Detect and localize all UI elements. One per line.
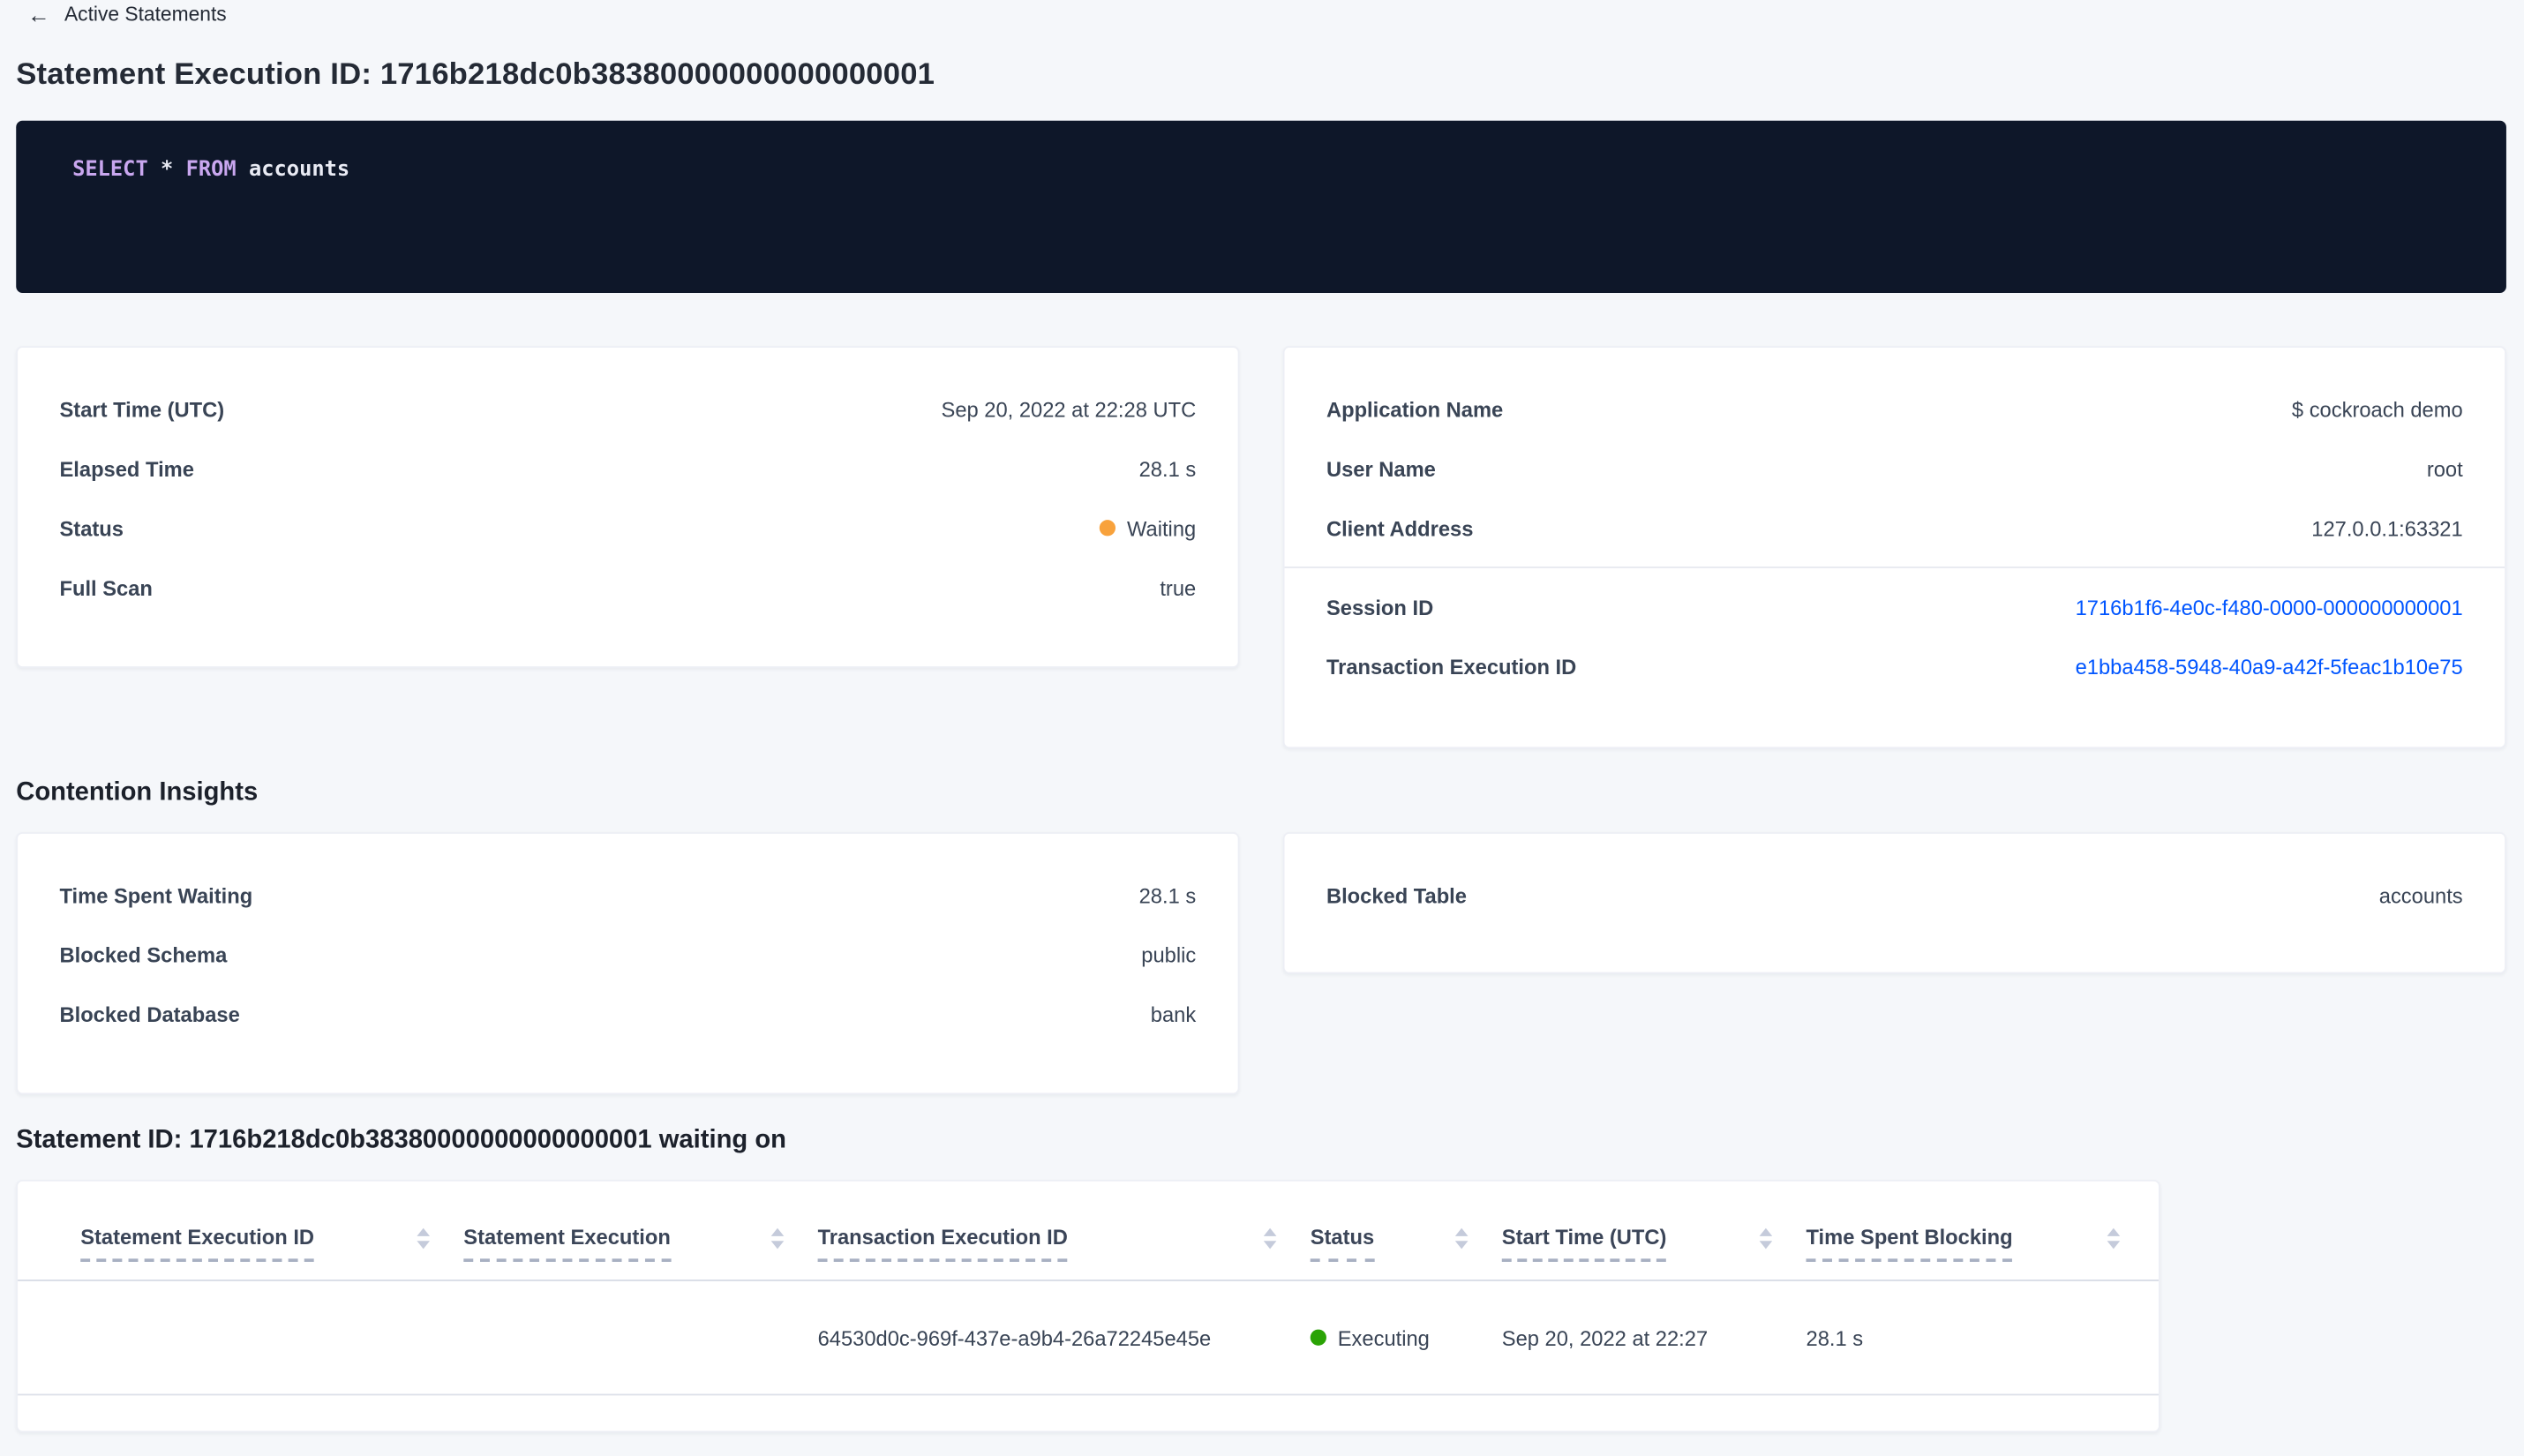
cell-time-spent-blocking: 28.1 s <box>1806 1325 1864 1350</box>
column-header-status[interactable]: Status <box>1310 1225 1502 1280</box>
column-header-label: Statement Execution <box>463 1225 671 1263</box>
user-name-value: root <box>2426 456 2463 481</box>
user-name-label: User Name <box>1326 456 1436 481</box>
blocked-table-card: Blocked Table accounts <box>1282 831 2506 974</box>
blocked-schema-row: Blocked Schema public <box>59 942 1196 967</box>
client-address-value: 127.0.0.1:63321 <box>2311 515 2463 540</box>
column-header-statement-execution-id[interactable]: Statement Execution ID <box>80 1225 463 1280</box>
sort-icon <box>417 1227 431 1250</box>
full-scan-value: true <box>1160 575 1197 600</box>
time-spent-waiting-label: Time Spent Waiting <box>59 882 253 907</box>
sql-statement-box: SELECT * FROM accounts <box>16 120 2506 293</box>
back-link-label: Active Statements <box>64 3 227 26</box>
time-spent-waiting-value: 28.1 s <box>1138 882 1197 907</box>
waiting-on-table: Statement Execution ID Statement Executi… <box>16 1179 2160 1433</box>
sort-icon <box>1454 1227 1469 1250</box>
blocked-database-value: bank <box>1150 1002 1197 1026</box>
application-name-value: $ cockroach demo <box>2291 396 2463 421</box>
sort-icon <box>2107 1227 2121 1250</box>
blocked-database-row: Blocked Database bank <box>59 1002 1196 1027</box>
back-arrow-icon: ← <box>27 1 50 28</box>
table-row: 64530d0c-969f-437e-a9b4-26a72245e45e Exe… <box>18 1281 2159 1396</box>
blocked-table-row: Blocked Table accounts <box>1326 882 2463 908</box>
contention-insights-heading: Contention Insights <box>16 778 259 807</box>
column-header-transaction-execution-id[interactable]: Transaction Execution ID <box>817 1225 1311 1280</box>
elapsed-time-label: Elapsed Time <box>59 456 194 481</box>
start-time-label: Start Time (UTC) <box>59 396 225 421</box>
executing-status-dot-icon <box>1310 1329 1326 1346</box>
waiting-status-dot-icon <box>1100 520 1116 537</box>
blocked-schema-value: public <box>1141 942 1197 967</box>
sql-text-table: accounts <box>236 157 350 183</box>
sql-text-star: * <box>147 157 186 183</box>
cell-status-text: Executing <box>1337 1325 1430 1350</box>
client-address-row: Client Address 127.0.0.1:63321 <box>1326 515 2463 541</box>
user-name-row: User Name root <box>1326 455 2463 481</box>
status-value: Waiting <box>1100 516 1196 540</box>
blocked-schema-label: Blocked Schema <box>59 942 228 967</box>
blocked-database-label: Blocked Database <box>59 1002 240 1026</box>
sort-icon <box>1263 1227 1277 1250</box>
sql-statement: SELECT * FROM accounts <box>72 158 349 182</box>
session-details-card: Application Name $ cockroach demo User N… <box>1282 346 2506 749</box>
blocked-table-label: Blocked Table <box>1326 882 1467 907</box>
back-link[interactable]: ← Active Statements <box>27 4 227 26</box>
client-address-label: Client Address <box>1326 515 1474 540</box>
transaction-execution-id-link[interactable]: e1bba458-5948-40a9-a42f-5feac1b10e75 <box>2075 654 2463 679</box>
column-header-label: Time Spent Blocking <box>1806 1225 2013 1263</box>
status-label: Status <box>59 515 124 540</box>
status-row: Status Waiting <box>59 515 1196 541</box>
column-header-label: Statement Execution ID <box>80 1225 315 1263</box>
waiting-on-heading: Statement ID: 1716b218dc0b38380000000000… <box>16 1126 787 1154</box>
cell-start-time: Sep 20, 2022 at 22:27 <box>1501 1325 1709 1350</box>
card-divider <box>1284 567 2505 568</box>
application-name-label: Application Name <box>1326 396 1504 421</box>
start-time-row: Start Time (UTC) Sep 20, 2022 at 22:28 U… <box>59 396 1196 422</box>
full-scan-label: Full Scan <box>59 575 153 600</box>
transaction-execution-id-label: Transaction Execution ID <box>1326 654 1577 679</box>
sql-keyword-from: FROM <box>185 157 237 183</box>
column-header-label: Start Time (UTC) <box>1501 1225 1667 1263</box>
contention-waiting-card: Time Spent Waiting 28.1 s Blocked Schema… <box>16 831 1240 1095</box>
column-header-statement-execution[interactable]: Statement Execution <box>463 1225 817 1280</box>
page-title: Statement Execution ID: 1716b218dc0b3838… <box>16 57 935 92</box>
start-time-value: Sep 20, 2022 at 22:28 UTC <box>941 396 1197 421</box>
cell-transaction-execution-id: 64530d0c-969f-437e-a9b4-26a72245e45e <box>817 1325 1212 1350</box>
sort-icon <box>770 1227 785 1250</box>
session-id-row: Session ID 1716b1f6-4e0c-f480-0000-00000… <box>1326 594 2463 619</box>
sql-keyword-select: SELECT <box>72 157 148 183</box>
column-header-label: Status <box>1310 1225 1375 1263</box>
full-scan-row: Full Scan true <box>59 574 1196 600</box>
column-header-start-time[interactable]: Start Time (UTC) <box>1501 1225 1807 1280</box>
table-header-row: Statement Execution ID Statement Executi… <box>18 1182 2159 1281</box>
blocked-table-value: accounts <box>2378 882 2463 907</box>
status-text: Waiting <box>1127 515 1197 540</box>
session-id-link[interactable]: 1716b1f6-4e0c-f480-0000-000000000001 <box>2075 594 2463 619</box>
application-name-row: Application Name $ cockroach demo <box>1326 396 2463 422</box>
session-id-label: Session ID <box>1326 594 1434 619</box>
time-spent-waiting-row: Time Spent Waiting 28.1 s <box>59 882 1196 908</box>
transaction-execution-id-row: Transaction Execution ID e1bba458-5948-4… <box>1326 654 2463 679</box>
cell-status: Executing <box>1310 1325 1502 1350</box>
elapsed-time-row: Elapsed Time 28.1 s <box>59 455 1196 481</box>
sort-icon <box>1759 1227 1773 1250</box>
column-header-label: Transaction Execution ID <box>817 1225 1068 1263</box>
column-header-time-spent-blocking[interactable]: Time Spent Blocking <box>1806 1225 2140 1280</box>
elapsed-time-value: 28.1 s <box>1138 456 1197 481</box>
execution-details-card: Start Time (UTC) Sep 20, 2022 at 22:28 U… <box>16 346 1240 668</box>
